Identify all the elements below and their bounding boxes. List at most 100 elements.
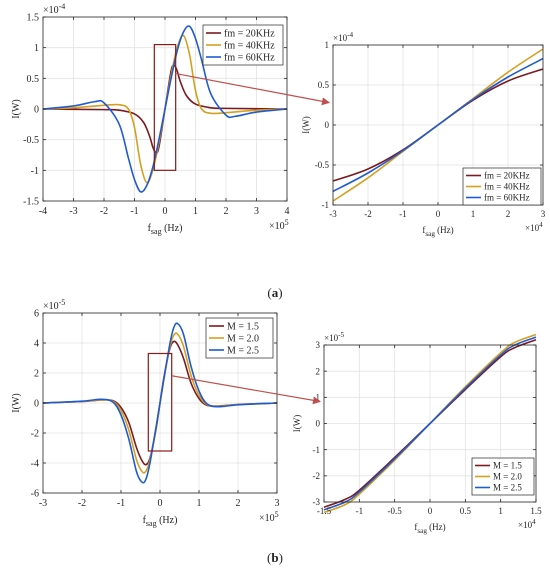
x-multiplier: ×104: [525, 221, 543, 233]
caption-a-letter: a: [272, 285, 279, 300]
series-line-3: [42, 25, 288, 193]
x-tick-label: -1.5: [317, 506, 332, 516]
y-tick-label: 1: [325, 40, 330, 50]
x-tick-label: 2: [506, 209, 511, 219]
x-tick-label: 0: [158, 498, 163, 509]
y-tick-label: -1: [313, 445, 321, 455]
x-tick-label: 0: [428, 506, 433, 516]
y-tick-label: 6: [34, 309, 39, 320]
x-multiplier: ×105: [269, 218, 289, 232]
y-multiplier: ×10-4: [333, 31, 353, 43]
y-tick-label: -1: [322, 200, 330, 210]
y-tick-label: -0.5: [23, 135, 39, 146]
y-axis-label: I(W): [11, 393, 22, 412]
x-tick-label: 1: [197, 498, 202, 509]
x-tick-label: -1: [130, 206, 138, 217]
y-multiplier: ×10-5: [43, 298, 65, 312]
legend-label-1: M = 1.5: [493, 461, 522, 471]
y-tick-label: 0: [325, 120, 330, 130]
y-axis-label: I(W): [292, 415, 302, 433]
y-multiplier-exponent: -5: [59, 298, 66, 307]
charts-layer: -4 -3 -2 -1 0 1 2 3 4-1.5-1-0.500.511.5×10-4×105…: [11, 2, 546, 535]
x-tick-label: -1: [117, 498, 125, 509]
x-tick-label: -1: [356, 506, 364, 516]
zoom-region-box: [153, 43, 177, 171]
x-axis-label: fsag (Hz): [414, 522, 445, 535]
x-tick-label: 3: [541, 209, 546, 219]
y-tick-label: -6: [31, 489, 39, 500]
x-multiplier-exponent: 5: [275, 510, 279, 519]
caption-b: (b): [267, 550, 283, 565]
legend-label-3: fm = 60KHz: [224, 53, 275, 64]
y-tick-label: -1: [31, 166, 39, 177]
x-multiplier: ×105: [259, 510, 279, 524]
x-tick-label: 2: [224, 206, 229, 217]
zoom-region-box: [147, 352, 173, 452]
y-tick-label: 3: [316, 340, 321, 350]
legend: M = 1.5M = 2.0M = 2.5: [471, 457, 535, 496]
x-tick-label: 3: [275, 498, 280, 509]
chart-a-main: -4 -3 -2 -1 0 1 2 3 4 -1.5 -1 -0.5 0 0.5 1 1.5×10-4 ×105…: [11, 2, 290, 236]
x-multiplier-exponent: 5: [285, 218, 289, 227]
y-tick-label: 2: [34, 369, 39, 380]
caption-b-letter: b: [271, 550, 278, 565]
legend-label-1: M = 1.5: [227, 322, 259, 333]
legend-label-2: fm = 40KHz: [224, 41, 275, 52]
x-tick-label: -3: [69, 206, 77, 217]
x-tick-label: -2: [364, 209, 372, 219]
x-tick-label: 3: [254, 206, 259, 217]
y-axis-label: I(W): [11, 99, 22, 118]
x-axis-label-unit: (Hz): [157, 515, 178, 526]
y-multiplier-exponent: -4: [347, 31, 353, 39]
legend-label-3: M = 2.5: [227, 346, 259, 357]
x-axis-label: fsag (Hz): [422, 225, 453, 238]
x-tick-label: 1: [193, 206, 198, 217]
series-line-3: [42, 322, 278, 484]
x-axis-label-unit: (Hz): [427, 522, 446, 532]
x-axis-label-unit: (Hz): [162, 223, 183, 234]
y-multiplier: ×10-5: [324, 331, 344, 343]
y-tick-label: 0: [34, 105, 39, 116]
x-axis-label-unit: (Hz): [435, 225, 454, 235]
x-multiplier-exponent: 4: [539, 221, 543, 229]
series-line-3: [332, 57, 544, 193]
legend-label-1: fm = 20KHz: [224, 29, 275, 40]
x-tick-label: 4: [285, 206, 290, 217]
series-line-3: [323, 336, 537, 511]
y-tick-label: 2: [316, 366, 321, 376]
y-multiplier-exponent: -4: [59, 2, 66, 11]
caption-a: (a): [267, 285, 282, 300]
x-tick-label: 1.5: [530, 506, 542, 516]
legend-label-1: fm = 20KHz: [484, 171, 530, 181]
x-tick-label: 0: [163, 206, 168, 217]
y-tick-label: -3: [313, 497, 321, 507]
x-tick-label: -2: [78, 498, 86, 509]
legend-label-2: fm = 40KHz: [484, 182, 530, 192]
x-axis-label: fsag (Hz): [143, 515, 178, 528]
x-tick-label: -1: [399, 209, 407, 219]
x-tick-label: -4: [39, 206, 47, 217]
y-tick-label: -0.5: [315, 160, 330, 170]
chart-b-zoom: -1.5 -1 -0.5 0 0.5 1 1.5-3-2-10123×10-5×104fsa…: [292, 331, 542, 535]
x-tick-label: -0.5: [388, 506, 403, 516]
zoom-arrow-b: [171, 375, 321, 405]
x-tick-label: 0.5: [460, 506, 472, 516]
x-tick-label: -3: [329, 209, 337, 219]
y-tick-label: -2: [313, 471, 321, 481]
y-tick-label: 0.5: [27, 74, 40, 85]
x-axis-label-sub: sag: [151, 227, 162, 236]
y-tick-label: 1.5: [27, 13, 40, 24]
x-multiplier-exponent: 4: [532, 518, 536, 526]
legend-label-2: M = 2.0: [493, 472, 522, 482]
chart-b-main: -3 -2 -1 0 1 2 3 -6 -4 -2 0 2 4 6 ×10-5 ×105 fsag (Hz) I(…: [11, 298, 280, 528]
y-multiplier: ×10-4: [43, 2, 65, 16]
x-tick-label: -2: [100, 206, 108, 217]
y-tick-label: -1.5: [23, 197, 39, 208]
legend-box: [471, 457, 535, 496]
x-tick-label: 2: [236, 498, 241, 509]
x-multiplier: ×104: [518, 518, 536, 530]
